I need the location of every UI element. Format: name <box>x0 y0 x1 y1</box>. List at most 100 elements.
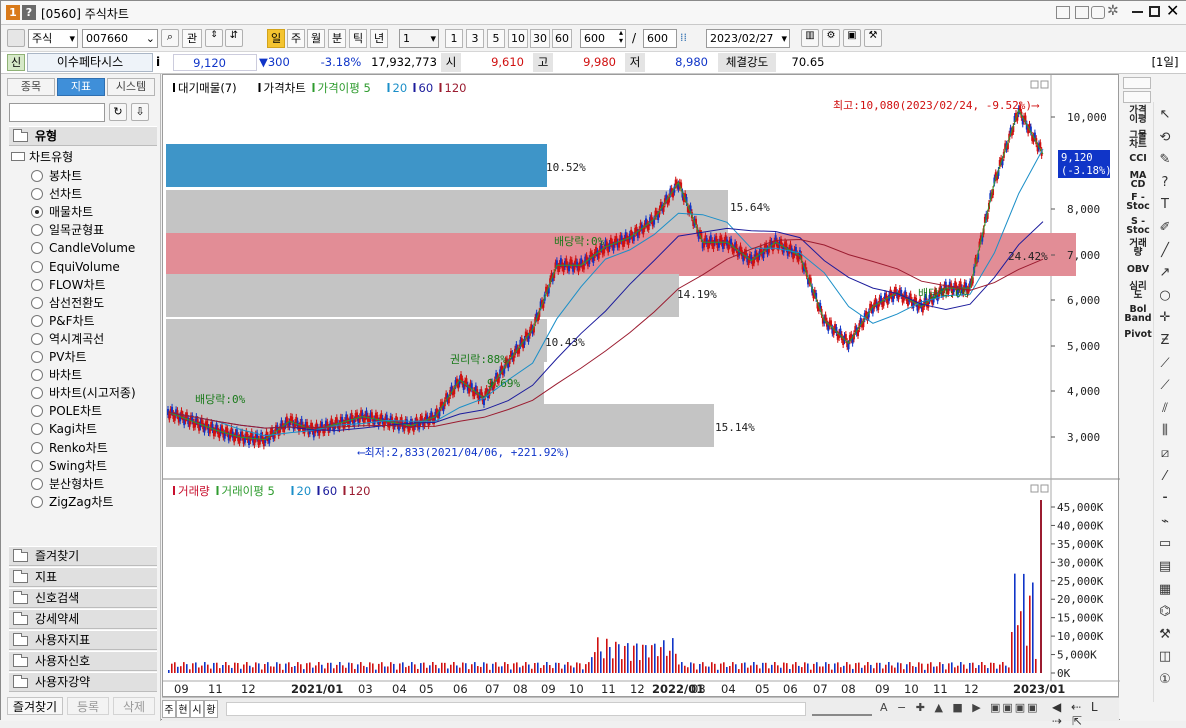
n60-button[interactable]: 60 <box>552 29 572 48</box>
spinner-icon[interactable]: ▴ ▾ <box>618 28 623 45</box>
dots-icon[interactable]: ⁞⁞ <box>680 31 687 44</box>
save-icon[interactable]: ▣ <box>843 29 861 47</box>
group-0[interactable]: 즐겨찾기 <box>9 546 157 566</box>
radio-icon[interactable] <box>31 332 43 345</box>
list-icon[interactable]: ▤ <box>1158 559 1172 574</box>
group-3[interactable]: 강세약세 <box>9 609 157 629</box>
zigzag-icon[interactable]: Ƶ <box>1160 333 1170 348</box>
group-6[interactable]: 사용자강약 <box>9 672 157 692</box>
tools-icon[interactable]: ⚒ <box>864 29 882 47</box>
navigation-icons[interactable]: ◀ ⇠ L ⇢ ⇱ <box>1052 700 1101 728</box>
window-menu-icon[interactable]: 1 <box>6 5 20 20</box>
number-icon[interactable]: ① <box>1159 672 1171 687</box>
line-icon[interactable]: ╱ <box>1161 242 1169 258</box>
camera-icon[interactable] <box>1091 6 1105 19</box>
grid-icon[interactable]: ⫼ <box>1162 423 1168 439</box>
radio-icon[interactable] <box>31 441 43 454</box>
indicator-button[interactable]: Bol Band <box>1124 304 1152 324</box>
arrow-icon[interactable]: ↗ <box>1159 265 1171 281</box>
settings-gear-icon[interactable]: ✲ <box>1107 3 1119 19</box>
period-tick-button[interactable]: 틱 <box>349 29 367 48</box>
circle-icon[interactable]: ○ <box>1159 287 1171 303</box>
tab-indicators[interactable]: 지표 <box>57 78 105 96</box>
radio-icon[interactable] <box>31 405 43 418</box>
period-week-button[interactable]: 주 <box>287 29 305 48</box>
indicator-button[interactable]: CCI <box>1129 153 1147 164</box>
fan-icon[interactable]: ⟋ <box>1160 378 1170 394</box>
radio-icon[interactable] <box>31 369 43 382</box>
indicator-button[interactable]: 그물 차트 <box>1129 130 1147 150</box>
wave-icon[interactable]: ⌁ <box>1161 513 1169 529</box>
zoom-slider[interactable] <box>812 702 872 716</box>
info-button-2[interactable]: 현 <box>176 700 190 718</box>
indicator-button[interactable]: Pivot <box>1124 329 1152 340</box>
radio-icon[interactable] <box>31 260 43 273</box>
export-icons[interactable]: ▣▣▣▣ <box>990 701 1040 714</box>
chart-type-icon[interactable]: ▥ <box>801 29 819 47</box>
calendar-icon[interactable]: ▦ <box>1158 581 1172 597</box>
dash-icon[interactable]: ⁃ <box>1161 491 1169 507</box>
date-input[interactable]: 2023/02/27 ▾ <box>706 29 790 48</box>
group-5[interactable]: 사용자신호 <box>9 651 157 671</box>
radio-icon[interactable] <box>31 387 43 400</box>
text-icon[interactable]: T <box>1161 197 1169 213</box>
close-icon[interactable]: ✕ <box>1166 1 1180 20</box>
group-4[interactable]: 사용자지표 <box>9 630 157 650</box>
radio-icon[interactable] <box>31 170 43 182</box>
info-button-3[interactable]: 시 <box>190 700 204 718</box>
n3-button[interactable]: 3 <box>466 29 484 48</box>
save-window-icon[interactable] <box>1075 6 1089 19</box>
n5-button[interactable]: 5 <box>487 29 505 48</box>
slash-icon[interactable]: ⁄ <box>1163 468 1167 484</box>
settings-icon[interactable]: ⚙ <box>822 29 840 47</box>
chart-area[interactable]: 10.52% 15.64% 24.42% 14.19% 10.43% 15.14% 10,0… <box>162 74 1120 697</box>
radio-icon[interactable] <box>31 296 43 309</box>
radio-icon[interactable] <box>31 206 43 219</box>
radio-icon[interactable] <box>31 423 43 436</box>
indicator-search-input[interactable] <box>9 103 105 122</box>
indicator-button[interactable]: 가격 이평 <box>1129 105 1147 125</box>
indicator-button[interactable]: OBV <box>1126 264 1150 275</box>
search-icon[interactable]: ⌕ <box>161 29 179 47</box>
unit-select[interactable]: 1 ▾ <box>399 29 439 48</box>
chart-icon[interactable]: ⌬ <box>1159 604 1171 620</box>
horizontal-scrollbar[interactable] <box>226 702 806 716</box>
radio-icon[interactable] <box>31 495 43 508</box>
up-down-arrow-icon[interactable]: ⇵ <box>225 29 243 47</box>
refresh-icon[interactable]: ↻ <box>109 103 127 121</box>
group-type[interactable]: 유형 <box>9 126 157 146</box>
info-button-4[interactable]: 황 <box>204 700 218 718</box>
indicator-button[interactable]: F - Stoc <box>1126 192 1150 212</box>
box-icon[interactable]: ⧄ <box>1160 446 1170 461</box>
radio-icon[interactable] <box>31 224 43 237</box>
period-year-button[interactable]: 년 <box>370 29 388 48</box>
brush-icon[interactable]: ✐ <box>1159 220 1171 235</box>
pin-icon[interactable] <box>7 29 25 47</box>
collapse-up-icon[interactable] <box>1123 77 1151 89</box>
period-minute-button[interactable]: 분 <box>328 29 346 48</box>
help-icon[interactable]: ? <box>22 5 36 20</box>
indicator-button[interactable]: S - Stoc <box>1126 216 1150 236</box>
collapse-down-icon[interactable] <box>1123 91 1151 103</box>
period-day-button[interactable]: 일 <box>267 29 285 48</box>
market-select[interactable]: 주식 ▾ <box>28 29 78 48</box>
zoom-controls[interactable]: A − ✚ ▲ ■ ▶ <box>880 701 984 714</box>
panel-icon[interactable]: ◫ <box>1158 649 1172 665</box>
rect-icon[interactable]: ▭ <box>1158 536 1172 552</box>
download-icon[interactable]: ⇩ <box>131 103 149 121</box>
radio-icon[interactable] <box>31 278 43 291</box>
radio-icon[interactable] <box>31 459 43 472</box>
radio-icon[interactable] <box>31 314 43 327</box>
link-icon[interactable] <box>1056 6 1070 19</box>
count-input[interactable]: 600 ▴ ▾ <box>580 29 626 48</box>
radio-icon[interactable] <box>31 351 43 363</box>
channel-icon[interactable]: ⫽ <box>1162 400 1168 416</box>
n1-button[interactable]: 1 <box>445 29 463 48</box>
radio-icon[interactable] <box>31 242 43 255</box>
cross-icon[interactable]: ✛ <box>1159 310 1171 326</box>
indicator-button[interactable]: 심리 도 <box>1129 281 1147 301</box>
info-button-1[interactable]: 주 <box>162 700 176 718</box>
help-icon[interactable]: ? <box>1161 174 1169 190</box>
group-1[interactable]: 지표 <box>9 567 157 587</box>
gwan-button[interactable]: 관 <box>182 29 202 48</box>
